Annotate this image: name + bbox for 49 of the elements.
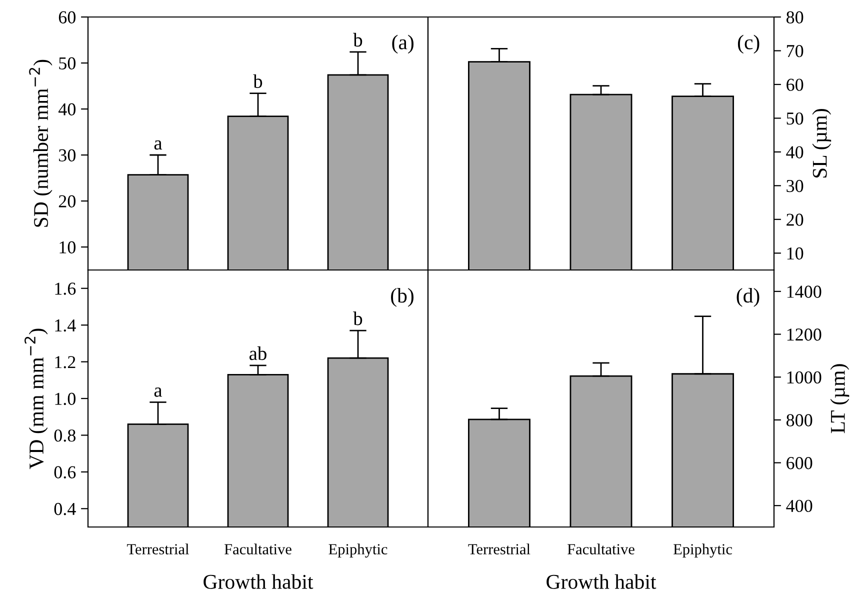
y-axis-title: SD (number mm$^{−2}$) <box>29 60 52 227</box>
annotation: (c) <box>738 34 760 54</box>
annotation: a <box>154 140 162 150</box>
annotation: (d) <box>736 288 760 307</box>
y-tick-label: 1200 <box>787 328 822 341</box>
y-tick-label: 600 <box>786 457 812 470</box>
y-tick-label: 1.6 <box>55 282 76 295</box>
y-tick-label: 30 <box>786 180 804 192</box>
y-axis-title: LT (µm) <box>830 364 850 434</box>
y-tick-label: 1.2 <box>55 356 76 368</box>
x-tick-label: Terrestrial <box>127 544 189 554</box>
y-tick-label: 0.8 <box>54 429 76 442</box>
y-tick-label: 80 <box>786 11 804 24</box>
y-tick-label: 60 <box>58 11 76 24</box>
x-tick-label: Terrestrial <box>468 544 530 554</box>
annotation: a <box>154 388 162 397</box>
y-tick-label: 1.4 <box>55 319 76 332</box>
annotation: (b) <box>391 288 414 307</box>
annotation: b <box>353 32 362 47</box>
y-tick-label: 50 <box>59 57 76 70</box>
annotation: b <box>253 74 262 88</box>
y-tick-label: 400 <box>786 500 812 512</box>
y-tick-label: 50 <box>786 112 804 125</box>
x-tick-label: Facultative <box>224 544 292 554</box>
y-tick-label: 70 <box>786 44 804 58</box>
y-axis-title: SL (µm) <box>812 109 832 178</box>
x-tick-label: Facultative <box>568 544 634 554</box>
x-axis-title: Growth habit <box>204 574 314 589</box>
y-tick-label: 800 <box>786 414 812 426</box>
y-tick-label: 40 <box>58 103 76 116</box>
y-tick-label: 10 <box>60 241 76 254</box>
y-tick-label: 20 <box>786 214 804 226</box>
y-tick-label: 0.6 <box>54 466 76 478</box>
y-tick-label: 1400 <box>787 286 822 298</box>
y-tick-label: 1000 <box>787 371 822 384</box>
x-axis-title: Growth habit <box>546 574 656 589</box>
annotation: (a) <box>392 34 414 54</box>
y-tick-label: 40 <box>786 146 804 158</box>
y-tick-label: 10 <box>787 247 804 260</box>
x-tick-label: Epiphytic <box>674 544 732 558</box>
annotation: b <box>353 312 362 326</box>
y-tick-label: 30 <box>59 149 76 162</box>
y-tick-label: 1.0 <box>55 392 76 406</box>
annotation: ab <box>250 346 266 360</box>
y-tick-label: 20 <box>58 195 76 208</box>
y-tick-label: 0.4 <box>54 502 76 516</box>
y-tick-label: 60 <box>786 78 804 91</box>
x-tick-label: Epiphytic <box>328 544 388 558</box>
y-axis-title: VD (mm mm$^{−2}$) <box>24 328 48 470</box>
